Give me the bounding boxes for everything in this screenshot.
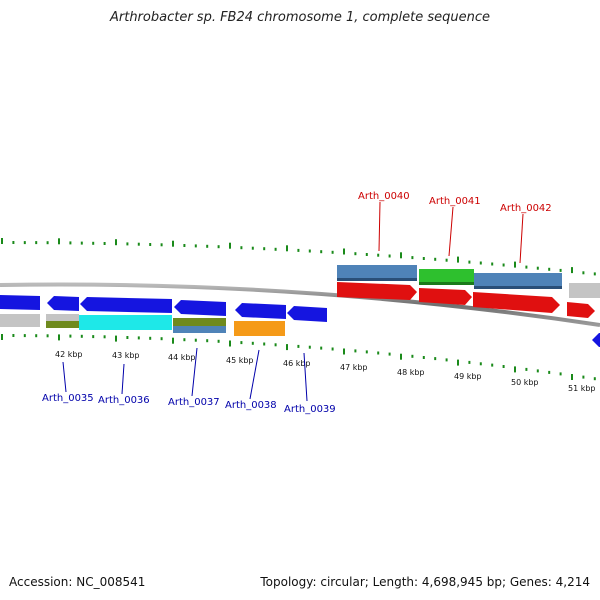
reverse-strand-cog-track — [0, 314, 285, 336]
gene-label-forward[interactable]: Arth_0042 — [500, 203, 552, 214]
gene-arrow[interactable] — [592, 333, 600, 347]
reverse-strand-gene-track — [0, 295, 600, 347]
cog-block[interactable] — [173, 326, 226, 333]
cog-block[interactable] — [569, 283, 600, 298]
kbp-label: 50 kbp — [511, 378, 539, 387]
cog-block[interactable] — [46, 314, 79, 321]
kbp-label: 47 kbp — [340, 363, 368, 372]
cog-block[interactable] — [337, 265, 417, 280]
tick-marks-bottom — [1, 334, 596, 381]
forward-strand-cog-track — [337, 265, 600, 298]
kbp-labels: 42 kbp 43 kbp 44 kbp 45 kbp 46 kbp 47 kb… — [55, 350, 596, 393]
gene-label-forward[interactable]: Arth_0040 — [358, 191, 410, 202]
gene-label-reverse[interactable]: Arth_0039 — [284, 404, 336, 415]
forward-gene-labels: Arth_0040 Arth_0041 Arth_0042 — [358, 191, 552, 264]
gene-arrow[interactable] — [473, 292, 560, 313]
gene-arrow[interactable] — [567, 302, 595, 318]
cog-block[interactable] — [474, 273, 562, 288]
cog-block[interactable] — [419, 269, 474, 284]
cog-block[interactable] — [234, 321, 285, 336]
reverse-gene-labels: Arth_0035 Arth_0036 Arth_0037 Arth_0038 … — [42, 347, 336, 415]
kbp-label: 49 kbp — [454, 372, 482, 381]
genome-summary: Topology: circular; Length: 4,698,945 bp… — [260, 575, 590, 589]
kbp-label: 44 kbp — [168, 353, 196, 362]
forward-strand-gene-track — [337, 282, 595, 318]
cog-block[interactable] — [79, 315, 172, 330]
gene-label-forward[interactable]: Arth_0041 — [429, 196, 481, 207]
gene-arrow[interactable] — [0, 295, 40, 310]
gene-arrow[interactable] — [287, 306, 327, 322]
gene-label-reverse[interactable]: Arth_0035 — [42, 393, 94, 404]
gene-label-reverse[interactable]: Arth_0037 — [168, 397, 220, 408]
cog-block[interactable] — [173, 318, 226, 326]
accession-label: Accession: NC_008541 — [9, 575, 146, 589]
gene-arrow[interactable] — [235, 303, 286, 319]
kbp-label: 42 kbp — [55, 350, 83, 359]
kbp-label: 46 kbp — [283, 359, 311, 368]
kbp-label: 48 kbp — [397, 368, 425, 377]
gene-label-reverse[interactable]: Arth_0036 — [98, 395, 150, 406]
kbp-label: 51 kbp — [568, 384, 596, 393]
tick-marks-top — [1, 238, 596, 276]
kbp-label: 45 kbp — [226, 356, 254, 365]
gene-arrow[interactable] — [174, 300, 226, 316]
map-title: Arthrobacter sp. FB24 chromosome 1, comp… — [109, 10, 491, 25]
gene-label-reverse[interactable]: Arth_0038 — [225, 400, 277, 411]
gene-arrow[interactable] — [419, 288, 472, 305]
gene-arrow[interactable] — [47, 296, 79, 311]
gene-arrow[interactable] — [80, 297, 172, 313]
cog-block[interactable] — [0, 314, 40, 327]
kbp-label: 43 kbp — [112, 351, 140, 360]
gene-arrow[interactable] — [337, 282, 417, 300]
cog-block[interactable] — [46, 321, 79, 328]
chromosome-backbone — [0, 282, 600, 327]
